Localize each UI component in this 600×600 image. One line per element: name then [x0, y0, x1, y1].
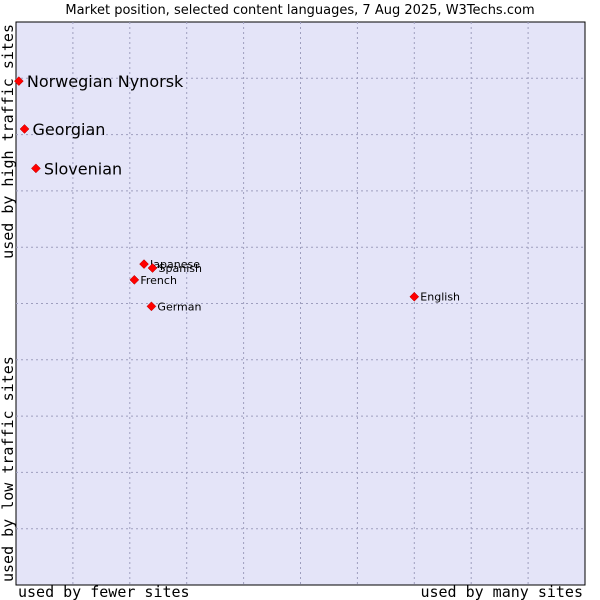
data-label-norwegian-nynorsk: Norwegian Nynorsk: [27, 72, 184, 91]
data-point-norwegian-nynorsk: [13, 76, 24, 86]
data-point-spanish: [147, 263, 158, 273]
data-point-english: [409, 291, 420, 302]
data-label-georgian: Georgian: [33, 120, 106, 139]
data-point-german: [146, 301, 157, 312]
data-point-japanese: [139, 259, 149, 269]
data-label-slovenian: Slovenian: [44, 159, 122, 178]
data-point-french: [129, 275, 140, 285]
y-axis-label-top: used by high traffic sites: [0, 24, 17, 259]
data-point-georgian: [19, 124, 30, 134]
gridlines: [16, 22, 585, 585]
data-points: Norwegian Nynorsk Georgian Slovenian Japane…: [13, 72, 460, 313]
data-label-english: English: [420, 291, 460, 304]
data-point-slovenian: [31, 163, 41, 174]
data-label-french: French: [140, 274, 177, 287]
x-axis-label-left: used by fewer sites: [18, 583, 190, 600]
data-label-spanish: Spanish: [159, 262, 202, 275]
x-axis-label-right: used by many sites: [420, 583, 583, 600]
y-axis-label-bottom: used by low traffic sites: [0, 356, 17, 582]
chart-title: Market position, selected content langua…: [65, 3, 534, 18]
data-label-german: German: [157, 300, 201, 313]
data-label-japanese: Japanese: [149, 258, 200, 271]
